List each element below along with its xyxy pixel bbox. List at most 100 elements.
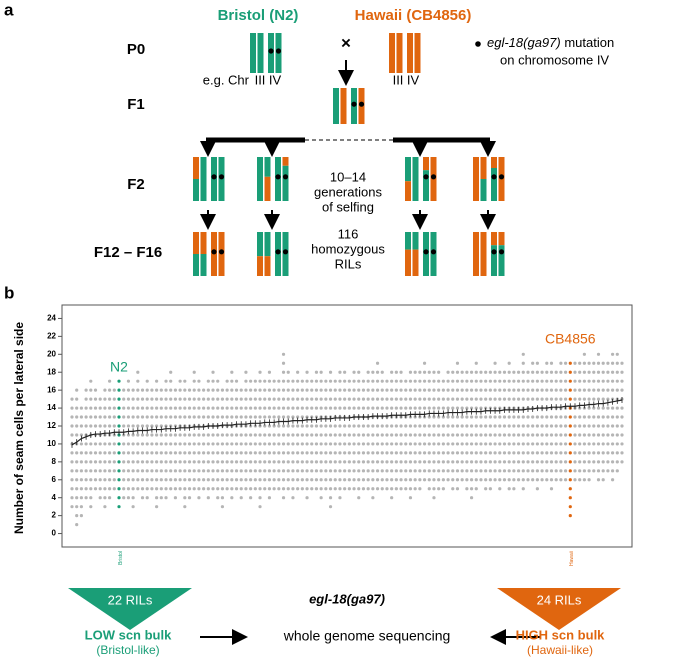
panel-label: b: [4, 283, 14, 302]
mutation-dot: [218, 174, 225, 180]
mutation-dot: [275, 174, 281, 180]
chromosome-segment: [491, 245, 497, 276]
low-bulk-triangle: [68, 588, 192, 630]
chr-label: IV: [269, 72, 282, 87]
x-tick-label: Bristol: [118, 551, 124, 565]
high-bulk-triangle: [497, 588, 621, 630]
chromosome-segment: [264, 232, 271, 257]
chromosome-segment: [491, 157, 497, 168]
chromosome-segment: [193, 232, 199, 254]
x-tick-label: Hawaii: [569, 551, 575, 566]
y-tick-label: 4: [52, 493, 57, 502]
chr-label: e.g. Chr: [203, 72, 250, 87]
y-tick-label: 2: [52, 511, 57, 520]
chromosome-segment: [480, 232, 487, 276]
chromosome-segment: [333, 88, 339, 124]
hawaii-label: Hawaii (CB4856): [355, 7, 472, 24]
gene: egl-18(ga97): [487, 35, 561, 50]
bulk-count: 22 RILs: [108, 592, 153, 607]
chromosome-segment: [200, 254, 207, 276]
x-axis-label: egl-18(ga97): [309, 591, 385, 606]
annotation: CB4856: [545, 331, 596, 347]
rils: 116: [338, 226, 359, 241]
generation: F2: [127, 176, 145, 193]
mutation-dot: [211, 174, 217, 180]
y-tick-label: 20: [47, 349, 56, 358]
mutation-dot: [491, 174, 497, 180]
mutation-dot: [268, 48, 274, 54]
chromosome-segment: [193, 254, 199, 276]
y-tick-label: 14: [47, 403, 56, 412]
y-tick-label: 0: [52, 529, 57, 538]
cross: ×: [341, 33, 351, 52]
chromosome-segment: [473, 157, 479, 201]
y-tick-label: 22: [47, 331, 56, 340]
chromosome-segment: [193, 157, 199, 179]
chromosome-segment: [407, 33, 413, 73]
chr-label: IV: [407, 72, 420, 87]
chromosome-segment: [264, 157, 271, 177]
y-tick-label: 16: [47, 385, 56, 394]
mutation-dot: [430, 249, 437, 255]
chromosome-segment: [257, 256, 263, 276]
generation: F1: [127, 96, 145, 113]
y-tick-label: 24: [47, 314, 56, 323]
chromosome-segment: [405, 181, 411, 201]
chromosome-segment: [340, 88, 347, 124]
y-tick-label: 6: [52, 475, 57, 484]
mutation-dot: [423, 249, 429, 255]
y-axis-label: Number of seam cells per lateral side: [12, 322, 26, 534]
annotation: N2: [110, 359, 128, 375]
y-tick-label: 8: [52, 457, 57, 466]
chromosome-segment: [412, 249, 419, 276]
chromosome-segment: [257, 232, 263, 257]
generation: F12 – F16: [94, 244, 162, 261]
mutation-dot: [498, 249, 505, 255]
rils: RILs: [335, 256, 362, 271]
mutation-note: egl-18(ga97) mutation: [487, 35, 614, 50]
mutation-dot: [358, 101, 365, 107]
chromosome-segment: [405, 157, 411, 182]
chromosome-segment: [250, 33, 256, 73]
y-tick-label: 10: [47, 439, 56, 448]
mutation-dot: [211, 249, 217, 255]
chromosomes: [193, 33, 505, 276]
chromosome-segment: [498, 232, 505, 246]
chromosome-segment: [414, 33, 421, 73]
rils: homozygous: [311, 241, 385, 256]
chromosome-segment: [264, 176, 271, 201]
panel-label: a: [4, 0, 14, 19]
chromosome-segment: [405, 232, 411, 250]
mutation-dot: [423, 174, 429, 180]
chromosome-segment: [200, 232, 207, 254]
generation: P0: [127, 41, 145, 58]
bristol-label: Bristol (N2): [218, 7, 299, 24]
chromosome-segment: [412, 157, 419, 201]
mutation-bullet: [475, 41, 481, 47]
chromosome-segment: [264, 256, 271, 276]
mutation-dot: [498, 174, 505, 180]
chromosome-segment: [491, 168, 497, 201]
chromosome-segment: [193, 179, 199, 201]
chromosome-segment: [389, 33, 395, 73]
chromosome-segment: [405, 249, 411, 276]
chromosome-segment: [396, 33, 403, 73]
mutation-dot: [275, 48, 282, 54]
mutation-dot: [491, 249, 497, 255]
chromosome-segment: [473, 232, 479, 276]
bulk-sub: (Bristol-like): [96, 643, 159, 657]
chromosome-segment: [491, 232, 497, 246]
chromosome-segment: [412, 232, 419, 250]
mutation-note: on chromosome IV: [500, 52, 609, 67]
mutation-dot: [351, 101, 357, 107]
text: mutation: [564, 35, 614, 50]
mutation-dot: [430, 174, 437, 180]
bulk-count: 24 RILs: [537, 592, 582, 607]
mutation-dot: [275, 249, 281, 255]
chromosome-segment: [282, 157, 289, 166]
mutation-dot: [282, 174, 289, 180]
mean-line: [71, 399, 623, 446]
selfing: 10–14: [330, 169, 366, 184]
y-tick-label: 18: [47, 367, 56, 376]
